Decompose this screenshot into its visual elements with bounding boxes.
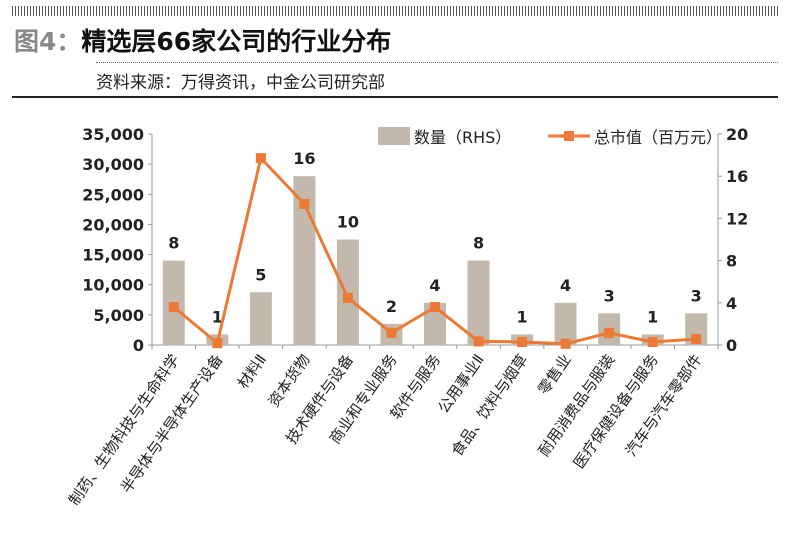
right-tick-label: 0 xyxy=(726,336,737,355)
bar-data-label: 10 xyxy=(337,213,359,232)
left-tick-label: 30,000 xyxy=(82,155,144,174)
legend-swatch-bar xyxy=(378,127,410,145)
category-label: 食品、饮料与烟草 xyxy=(448,351,532,460)
bar-data-label: 1 xyxy=(517,307,528,326)
category-label: 耐用消费品与服装 xyxy=(535,351,619,460)
left-tick-label: 35,000 xyxy=(82,125,144,144)
line-marker xyxy=(517,336,528,347)
header-hatch xyxy=(12,6,778,16)
category-label: 材料Ⅱ xyxy=(234,351,270,392)
line-marker xyxy=(430,302,440,313)
line-marker xyxy=(604,327,615,338)
right-tick-label: 8 xyxy=(726,252,737,271)
bar-data-label: 5 xyxy=(255,265,266,284)
bar-data-label: 16 xyxy=(293,149,315,168)
left-tick-label: 10,000 xyxy=(82,276,144,295)
right-tick-label: 4 xyxy=(726,294,737,313)
right-tick-label: 12 xyxy=(726,209,748,228)
line-marker xyxy=(386,327,397,338)
bar xyxy=(424,302,446,345)
line-marker xyxy=(212,338,223,349)
bar-data-label: 2 xyxy=(386,297,397,316)
divider-rule xyxy=(12,96,778,98)
right-tick-label: 16 xyxy=(726,167,748,186)
line-marker xyxy=(560,338,571,349)
left-tick-label: 25,000 xyxy=(82,185,144,204)
line-marker xyxy=(255,153,266,164)
line-marker xyxy=(647,336,658,347)
line-marker xyxy=(168,302,179,313)
bar xyxy=(336,239,359,345)
bar xyxy=(554,302,577,345)
bar-data-label: 8 xyxy=(168,234,179,253)
legend-marker xyxy=(564,131,574,141)
bar-data-label: 3 xyxy=(691,286,702,305)
figure-label: 图4： xyxy=(14,27,82,56)
bar xyxy=(249,292,272,345)
bar-data-label: 4 xyxy=(560,276,571,295)
left-tick-label: 0 xyxy=(133,336,144,355)
legend-label-bar: 数量（RHS） xyxy=(414,128,511,147)
chart-title: 图4：精选层66家公司的行业分布 xyxy=(14,22,391,58)
bar xyxy=(685,313,708,345)
divider-dotted xyxy=(96,62,778,63)
bar-data-label: 4 xyxy=(429,276,440,295)
line-marker xyxy=(473,336,484,347)
line-marker xyxy=(691,333,702,344)
bar-data-label: 8 xyxy=(473,234,484,253)
legend-label-line: 总市值（百万元） xyxy=(594,128,722,147)
category-label: 零售业 xyxy=(534,351,575,398)
line-marker xyxy=(299,198,310,209)
right-tick-label: 20 xyxy=(726,125,748,144)
bar xyxy=(467,260,490,345)
left-tick-label: 20,000 xyxy=(82,215,144,234)
bar-data-label: 1 xyxy=(212,307,223,326)
bar-data-label: 3 xyxy=(604,286,615,305)
left-tick-label: 15,000 xyxy=(82,246,144,265)
line-marker xyxy=(342,292,353,303)
source-note: 资料来源：万得资讯，中金公司研究部 xyxy=(96,73,385,93)
bar-data-label: 1 xyxy=(647,307,658,326)
title-text: 精选层66家公司的行业分布 xyxy=(81,27,392,56)
category-label: 汽车与汽车零部件 xyxy=(622,351,706,460)
left-tick-label: 5,000 xyxy=(93,306,144,325)
